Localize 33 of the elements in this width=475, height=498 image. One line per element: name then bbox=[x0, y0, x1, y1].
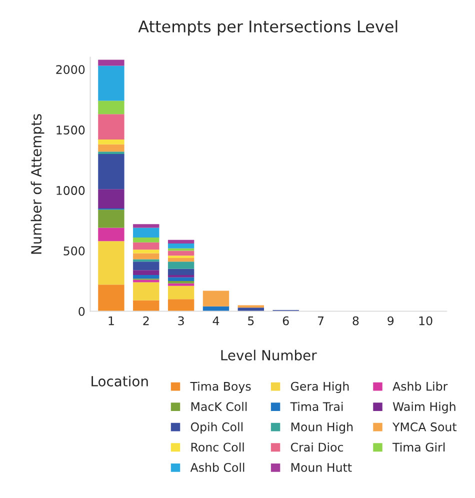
y-tick-label: 1000 bbox=[56, 186, 85, 195]
legend-label: Ronc Coll bbox=[191, 442, 244, 452]
legend-label: Gera High bbox=[290, 382, 349, 394]
legend-label: Waim High bbox=[392, 402, 456, 414]
legend-label: Opih Coll bbox=[190, 422, 242, 434]
x-tick-label: 2 bbox=[143, 316, 149, 326]
legend-label: Tima Boys bbox=[190, 382, 251, 394]
x-tick-label: 7 bbox=[318, 316, 324, 326]
x-tick-label: 10 bbox=[419, 316, 432, 326]
x-axis-title: Level Number bbox=[221, 350, 317, 361]
x-tick-label: 5 bbox=[248, 316, 254, 326]
legend-label: MacK Coll bbox=[191, 402, 247, 412]
y-tick-label: 1500 bbox=[56, 126, 85, 134]
legend-title: Location bbox=[92, 376, 148, 386]
x-tick-label: 3 bbox=[178, 316, 184, 326]
chart-title: Attempts per Intersections Level bbox=[138, 20, 398, 36]
legend-label: YMCA Sout bbox=[392, 422, 457, 432]
legend-label: Ashb Coll bbox=[190, 462, 244, 472]
x-tick-label: 1 bbox=[108, 316, 114, 326]
x-tick-label: 9 bbox=[388, 316, 394, 326]
x-tick-label: 8 bbox=[352, 316, 359, 326]
legend-label: Ashb Libr bbox=[392, 382, 448, 391]
legend-label: Moun High bbox=[291, 422, 353, 434]
legend-label: Crai Dioc bbox=[290, 442, 344, 452]
legend-label: Tima Trai bbox=[290, 402, 343, 412]
y-tick-label: 500 bbox=[64, 246, 85, 256]
legend-label: Tima Girl bbox=[392, 442, 445, 452]
y-tick-label: 0 bbox=[78, 306, 85, 316]
y-tick-label: 2000 bbox=[56, 65, 85, 74]
y-axis-title: Number of Attempts bbox=[30, 114, 44, 254]
x-tick-label: 6 bbox=[282, 316, 289, 326]
x-tick-label: 4 bbox=[212, 316, 220, 326]
legend-label: Moun Hutt bbox=[291, 463, 352, 472]
